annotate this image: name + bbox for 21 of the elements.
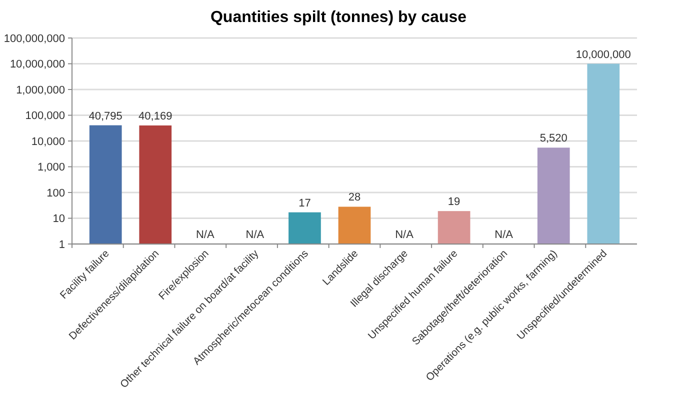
text: N/A <box>494 229 514 241</box>
text: N/A <box>246 229 264 241</box>
y-tick-label: 100,000,000 <box>4 32 65 45</box>
y-tick-label: 10,000 <box>31 136 65 148</box>
data-label: 40,169 <box>138 110 172 122</box>
y-tick-label: 100,000 <box>25 110 65 122</box>
data-label: 28 <box>348 192 361 204</box>
data-label: 5,520 <box>540 132 568 145</box>
y-tick-label: 10,000,000 <box>10 58 65 71</box>
data-label: 40,795 <box>88 110 122 122</box>
chart-title: Quantities spilt (tonnes) by cause <box>210 9 467 26</box>
y-tick-label: 1 <box>58 238 65 251</box>
data-label: 19 <box>448 196 460 208</box>
text: N/A <box>395 229 414 241</box>
y-tick-label: 10 <box>52 213 65 226</box>
y-tick-label: 1,000 <box>37 162 65 174</box>
data-label: 17 <box>298 197 311 210</box>
data-label: 10,000,000 <box>576 48 631 61</box>
text: N/A <box>196 229 214 241</box>
y-tick-label: 1,000,000 <box>16 84 65 96</box>
y-tick-label: 100 <box>46 187 65 200</box>
